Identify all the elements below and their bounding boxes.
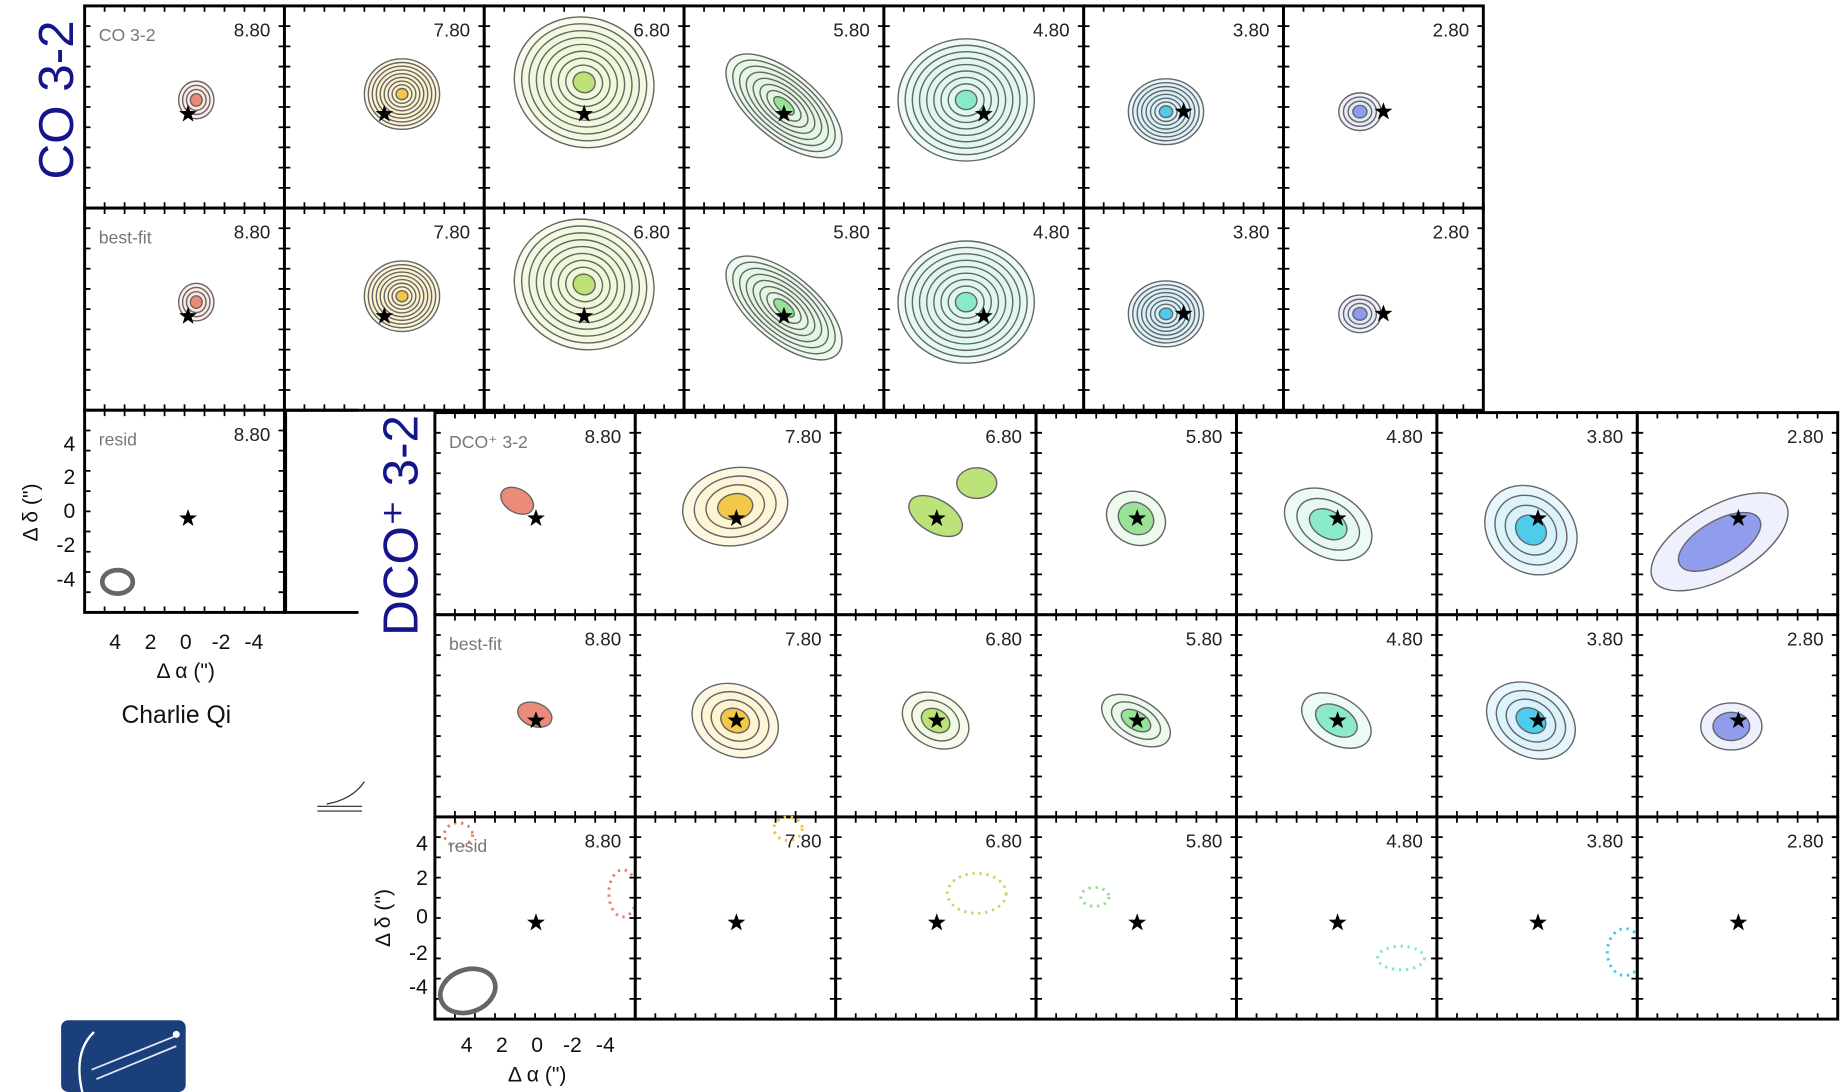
x-tick-label: 4: [109, 631, 121, 654]
velocity-label: 8.80: [234, 424, 271, 445]
velocity-label: 7.80: [785, 426, 822, 447]
velocity-label: 6.80: [985, 426, 1022, 447]
y-tick-label: 0: [63, 500, 75, 523]
contour: [190, 94, 202, 107]
y-tick-label: 4: [63, 433, 75, 456]
velocity-label: 6.80: [633, 222, 670, 243]
contour: [396, 291, 408, 302]
velocity-label: 5.80: [833, 222, 870, 243]
velocity-label: 3.80: [1233, 19, 1270, 40]
velocity-label: 6.80: [985, 628, 1022, 649]
velocity-label: 8.80: [234, 222, 271, 243]
panel-label: best-fit: [449, 634, 502, 654]
x-axis-label: Δ α ("): [508, 1063, 567, 1086]
logo: [61, 1020, 186, 1092]
y-tick-label: -4: [56, 568, 75, 591]
x-tick-label: 4: [461, 1034, 473, 1057]
contour: [1713, 712, 1750, 740]
page: {"co_block":{"title":"CO 3-2","rows":["C…: [0, 0, 1843, 1092]
x-tick-label: -4: [596, 1034, 615, 1057]
contour: [955, 90, 977, 109]
panel-label: resid: [99, 430, 137, 450]
y-axis-label: Δ δ ("): [372, 889, 395, 947]
x-tick-label: 2: [145, 631, 157, 654]
velocity-label: 8.80: [234, 19, 271, 40]
velocity-label: 2.80: [1787, 628, 1824, 649]
panel-label: CO 3-2: [99, 25, 156, 45]
contour: [1353, 105, 1367, 118]
velocity-label: 8.80: [585, 426, 622, 447]
co-title: CO 3-2: [29, 20, 84, 179]
y-tick-label: -2: [56, 534, 75, 557]
velocity-label: 3.80: [1233, 222, 1270, 243]
y-tick-label: 2: [416, 867, 428, 890]
author: Charlie Qi: [121, 702, 231, 729]
contour: [957, 468, 997, 499]
contour: [1159, 106, 1172, 118]
velocity-label: 6.80: [633, 19, 670, 40]
x-tick-label: 0: [531, 1034, 543, 1057]
figure: CO 3-2 DCO⁺ 3-2 Charlie Qi 8.80 CO 3-2 7.8…: [0, 0, 1843, 1092]
velocity-label: 4.80: [1386, 628, 1423, 649]
contour: [396, 88, 408, 99]
y-axis-label: Δ δ ("): [20, 483, 43, 541]
y-tick-label: -2: [409, 942, 428, 965]
fragment: [317, 782, 364, 811]
velocity-label: 8.80: [585, 628, 622, 649]
velocity-label: 2.80: [1787, 426, 1824, 447]
contour: [190, 296, 202, 309]
velocity-label: 5.80: [1186, 830, 1223, 851]
x-axis-label: Δ α ("): [156, 660, 215, 683]
contour: [955, 292, 977, 311]
y-tick-label: 4: [416, 833, 428, 856]
velocity-label: 7.80: [785, 628, 822, 649]
panel-label: best-fit: [99, 227, 152, 247]
velocity-label: 8.80: [585, 830, 622, 851]
velocity-label: 4.80: [1386, 830, 1423, 851]
x-tick-label: 2: [496, 1034, 508, 1057]
y-tick-label: 2: [63, 466, 75, 489]
velocity-label: 7.80: [434, 19, 471, 40]
velocity-label: 2.80: [1787, 830, 1824, 851]
velocity-label: 3.80: [1587, 426, 1624, 447]
velocity-label: 4.80: [1386, 426, 1423, 447]
velocity-label: 3.80: [1587, 830, 1624, 851]
velocity-label: 7.80: [785, 830, 822, 851]
panel-label: resid: [449, 836, 487, 856]
x-tick-label: 0: [180, 631, 192, 654]
velocity-label: 7.80: [434, 222, 471, 243]
velocity-label: 5.80: [1186, 426, 1223, 447]
contour: [1353, 308, 1367, 321]
velocity-label: 2.80: [1433, 19, 1470, 40]
dco-title: DCO⁺ 3-2: [373, 415, 428, 636]
velocity-label: 4.80: [1033, 19, 1070, 40]
velocity-label: 2.80: [1433, 222, 1470, 243]
velocity-label: 5.80: [1186, 628, 1223, 649]
panel-label: DCO⁺ 3-2: [449, 432, 528, 452]
y-tick-label: -4: [409, 976, 428, 999]
velocity-label: 4.80: [1033, 222, 1070, 243]
x-tick-label: -4: [244, 631, 263, 654]
velocity-label: 6.80: [985, 830, 1022, 851]
y-tick-label: 0: [416, 906, 428, 929]
x-tick-label: -2: [212, 631, 231, 654]
x-tick-label: -2: [563, 1034, 582, 1057]
panel-frame: [286, 410, 359, 612]
velocity-label: 5.80: [833, 19, 870, 40]
contour: [1159, 308, 1172, 320]
velocity-label: 3.80: [1587, 628, 1624, 649]
